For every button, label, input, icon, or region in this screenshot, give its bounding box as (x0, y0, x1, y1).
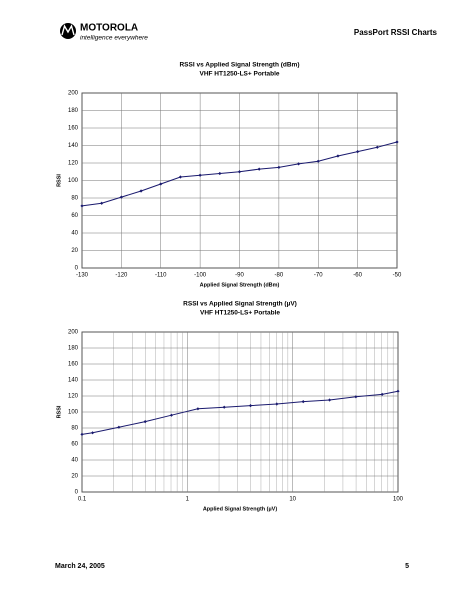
x-tick-label: -60 (353, 273, 362, 279)
data-point (275, 402, 279, 406)
data-line (81, 390, 399, 435)
x-tick-label: 0.1 (78, 497, 87, 503)
y-tick-label: 100 (68, 178, 79, 184)
y-tick-label: 40 (71, 458, 78, 464)
date: March 24, 2005 (55, 563, 105, 570)
y-tick-label: 140 (68, 378, 79, 384)
data-point (80, 432, 84, 436)
y-tick-label: 60 (71, 213, 78, 219)
y-tick-label: 80 (71, 196, 78, 202)
y-tick-label: 0 (75, 266, 79, 272)
data-point (316, 159, 320, 163)
x-tick-label: -110 (155, 273, 167, 279)
data-point (354, 395, 358, 399)
data-point (139, 189, 143, 193)
y-tick-label: 120 (68, 161, 79, 167)
x-tick-label: -90 (235, 273, 244, 279)
data-point (327, 398, 332, 402)
data-point (178, 175, 183, 179)
data-point (80, 204, 84, 208)
brand: MOTOROLA (80, 23, 138, 34)
y-tick-label: 140 (68, 143, 79, 149)
data-point (248, 404, 253, 408)
y-tick-label: 180 (68, 108, 79, 114)
data-point (119, 195, 123, 199)
x-tick-label: -120 (115, 273, 128, 279)
data-point (336, 154, 340, 158)
data-point (257, 167, 261, 171)
y-tick-label: 120 (68, 394, 79, 400)
data-point (196, 407, 200, 411)
data-point (222, 405, 226, 409)
x-tick-label: -50 (393, 273, 402, 279)
chart-title: RSSI vs Applied Signal Strength (dBm) (179, 62, 299, 69)
y-axis-label: RSSI (56, 174, 62, 187)
x-tick-label: -100 (194, 273, 207, 279)
y-tick-label: 60 (71, 442, 78, 448)
page-title: PassPort RSSI Charts (354, 28, 438, 37)
data-point (395, 140, 399, 144)
data-point (143, 420, 147, 424)
data-point (90, 431, 95, 435)
data-point (100, 201, 104, 205)
x-tick-label: 100 (393, 497, 404, 503)
y-axis-label: RSSI (56, 405, 62, 418)
chart-subtitle: VHF HT1250-LS+ Portable (200, 310, 280, 317)
x-axis-label: Applied Signal Strength (µV) (203, 506, 278, 512)
x-tick-label: 1 (186, 497, 190, 503)
data-point (380, 392, 384, 396)
x-tick-label: -70 (314, 273, 323, 279)
data-point (218, 171, 222, 176)
y-tick-label: 40 (71, 231, 78, 237)
y-tick-label: 180 (68, 346, 79, 352)
data-point (396, 389, 400, 393)
x-tick-label: -80 (275, 273, 284, 279)
y-tick-label: 80 (71, 426, 78, 432)
data-point (159, 182, 163, 186)
y-tick-label: 200 (68, 91, 79, 97)
data-point (375, 145, 379, 149)
data-point (296, 162, 301, 166)
chart-subtitle: VHF HT1250-LS+ Portable (199, 71, 279, 78)
y-tick-label: 20 (71, 248, 78, 254)
data-point (117, 425, 121, 429)
tagline: intelligence everywhere (80, 35, 148, 42)
y-tick-label: 0 (75, 490, 79, 496)
page-number: 5 (405, 563, 409, 570)
x-tick-label: 10 (289, 497, 296, 503)
chart-title: RSSI vs Applied Signal Strength (µV) (183, 301, 297, 308)
y-tick-label: 200 (68, 330, 79, 336)
data-point (277, 165, 281, 169)
x-axis-label: Applied Signal Strength (dBm) (200, 282, 280, 288)
y-tick-label: 20 (71, 474, 78, 480)
y-tick-label: 100 (68, 410, 79, 416)
data-point (356, 150, 360, 154)
data-point (237, 170, 242, 174)
y-tick-label: 160 (68, 362, 79, 368)
data-point (198, 173, 202, 177)
data-point (301, 400, 305, 404)
logo (60, 23, 76, 39)
y-tick-label: 160 (68, 126, 79, 132)
x-tick-label: -130 (76, 273, 89, 279)
data-point (169, 413, 174, 417)
